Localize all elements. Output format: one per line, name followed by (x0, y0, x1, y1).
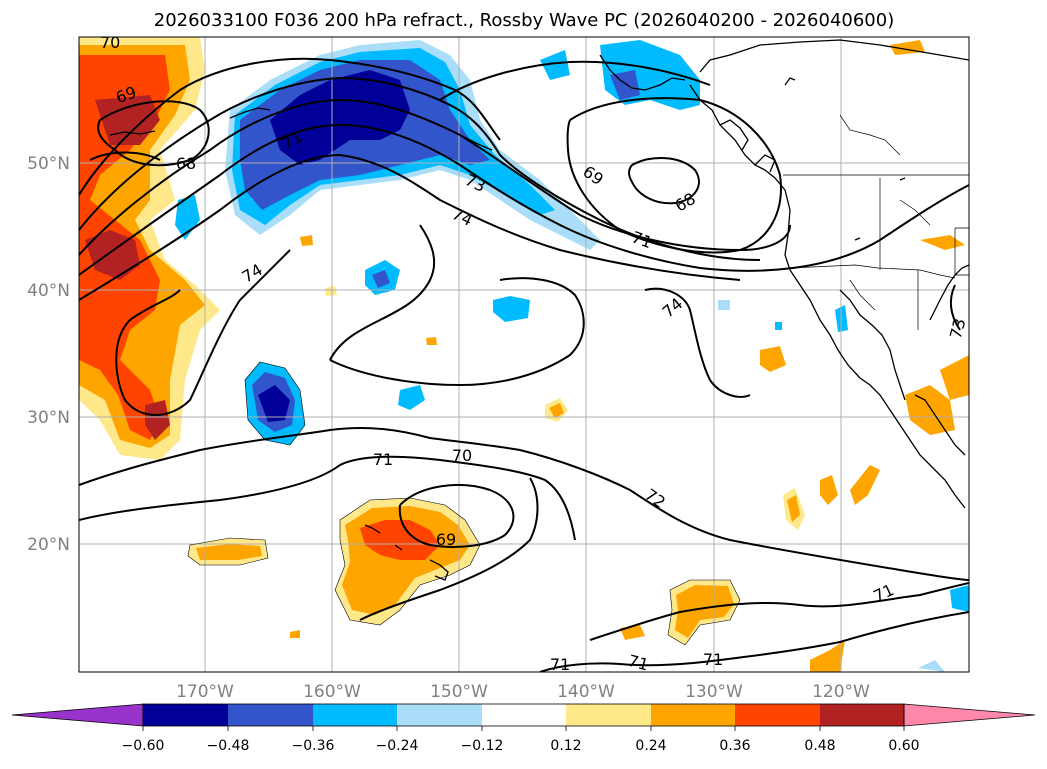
colorbar-segment (482, 704, 566, 726)
colorbar-segment (820, 704, 904, 726)
lon-label-140w: 140°W (557, 682, 615, 702)
colorbar-extend-min (11, 703, 144, 727)
lat-label-40n: 40°N (27, 281, 70, 301)
colorbar-segment (143, 704, 228, 726)
contour-label: 73 (946, 316, 970, 341)
map-panel: 70 69 68 71 73 74 74 69 68 71 74 73 71 7… (79, 33, 970, 675)
contour-lines (79, 57, 969, 672)
longitude-labels: 170°W 160°W 150°W 140°W 130°W 120°W (176, 682, 870, 702)
colorbar-tick-label: −0.48 (207, 738, 250, 754)
map-title: 2026033100 F036 200 hPa refract., Rossby… (154, 10, 895, 31)
contour-label: 71 (703, 650, 723, 669)
lon-label-170w: 170°W (176, 682, 234, 702)
thin-contours (187, 361, 741, 646)
colorbar-tick-label: −0.12 (461, 738, 504, 754)
gridlines (79, 37, 969, 672)
colorbar-tick-label: 0.12 (550, 738, 581, 754)
contour-label: 71 (550, 655, 570, 674)
colorbar: −0.60 −0.48 −0.36 −0.24 −0.12 0.12 0.24 … (11, 703, 1036, 754)
contour-label: 70 (100, 33, 120, 52)
contour-label: 70 (452, 446, 472, 465)
colorbar-tick-label: −0.36 (292, 738, 335, 754)
latitude-labels: 50°N 40°N 30°N 20°N (27, 154, 70, 555)
colorbar-tick-label: −0.24 (376, 738, 419, 754)
colorbar-extend-max (903, 703, 1036, 727)
colorbar-segment (735, 704, 820, 726)
coastlines (109, 39, 969, 581)
lat-label-30n: 30°N (27, 408, 70, 428)
map-frame (78, 36, 970, 673)
contour-label: 71 (626, 651, 651, 675)
contour-label: 69 (436, 530, 456, 549)
colorbar-tick-label: 0.48 (804, 738, 835, 754)
lon-label-150w: 150°W (430, 682, 488, 702)
lon-label-120w: 120°W (812, 682, 870, 702)
colorbar-tick-label: 0.24 (635, 738, 666, 754)
colorbar-tick-label: −0.60 (122, 738, 165, 754)
colorbar-tick-label: 0.36 (719, 738, 750, 754)
lat-label-20n: 20°N (27, 535, 70, 555)
contour-label: 71 (373, 450, 393, 469)
colorbar-tick-label: 0.60 (888, 738, 919, 754)
lat-label-50n: 50°N (27, 154, 70, 174)
lon-label-130w: 130°W (685, 682, 743, 702)
contour-label: 68 (176, 154, 196, 173)
colorbar-segment (651, 704, 735, 726)
colorbar-segment (228, 704, 313, 726)
colorbar-segment (313, 704, 397, 726)
lon-label-160w: 160°W (303, 682, 361, 702)
shaded-field (79, 37, 969, 672)
colorbar-segment (566, 704, 651, 726)
political-borders (783, 114, 969, 330)
colorbar-ticks (142, 726, 905, 731)
colorbar-segment (397, 704, 482, 726)
